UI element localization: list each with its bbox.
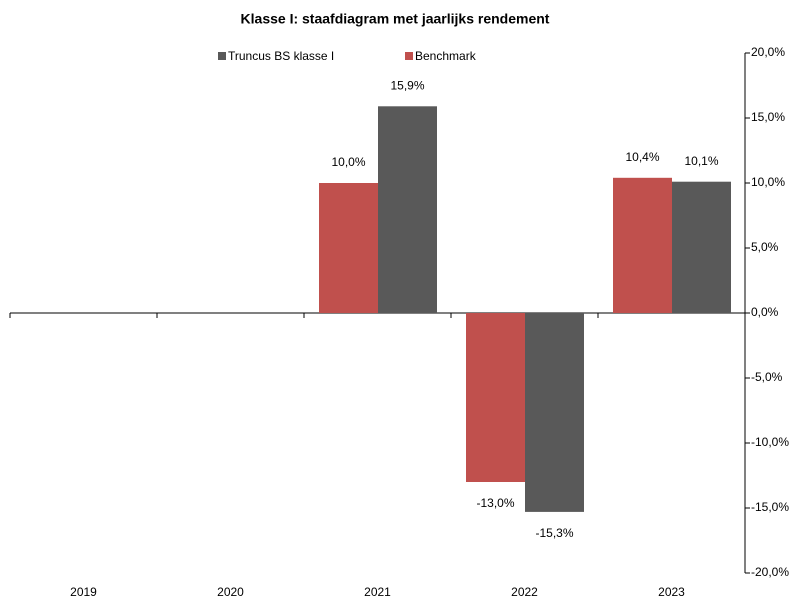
x-tick-label: 2023 [658,585,685,599]
bar [319,183,378,313]
value-label: 10,4% [625,150,659,164]
y-tick-label: 5,0% [751,240,779,254]
chart-title: Klasse I: staafdiagram met jaarlijks ren… [241,11,550,27]
legend-label: Benchmark [415,49,477,63]
bar [525,313,584,512]
bar [672,181,731,313]
bar [466,313,525,482]
value-label: 10,1% [684,154,718,168]
y-tick-label: 10,0% [751,175,785,189]
legend-label: Truncus BS klasse I [228,49,334,63]
y-tick-label: 20,0% [751,45,785,59]
value-label: 10,0% [331,155,365,169]
bar [378,106,437,313]
bar [613,177,672,313]
legend-swatch [405,52,413,60]
y-tick-label: 0,0% [751,305,779,319]
x-tick-label: 2022 [511,585,538,599]
value-label: -15,3% [535,526,573,540]
y-tick-label: 15,0% [751,110,785,124]
x-tick-label: 2021 [364,585,391,599]
x-tick-label: 2020 [217,585,244,599]
value-label: -13,0% [476,496,514,510]
legend-swatch [218,52,226,60]
y-tick-label: -20,0% [751,565,789,579]
x-tick-label: 2019 [70,585,97,599]
y-tick-label: -5,0% [751,370,783,384]
y-tick-label: -15,0% [751,500,789,514]
value-label: 15,9% [390,78,424,92]
y-tick-label: -10,0% [751,435,789,449]
